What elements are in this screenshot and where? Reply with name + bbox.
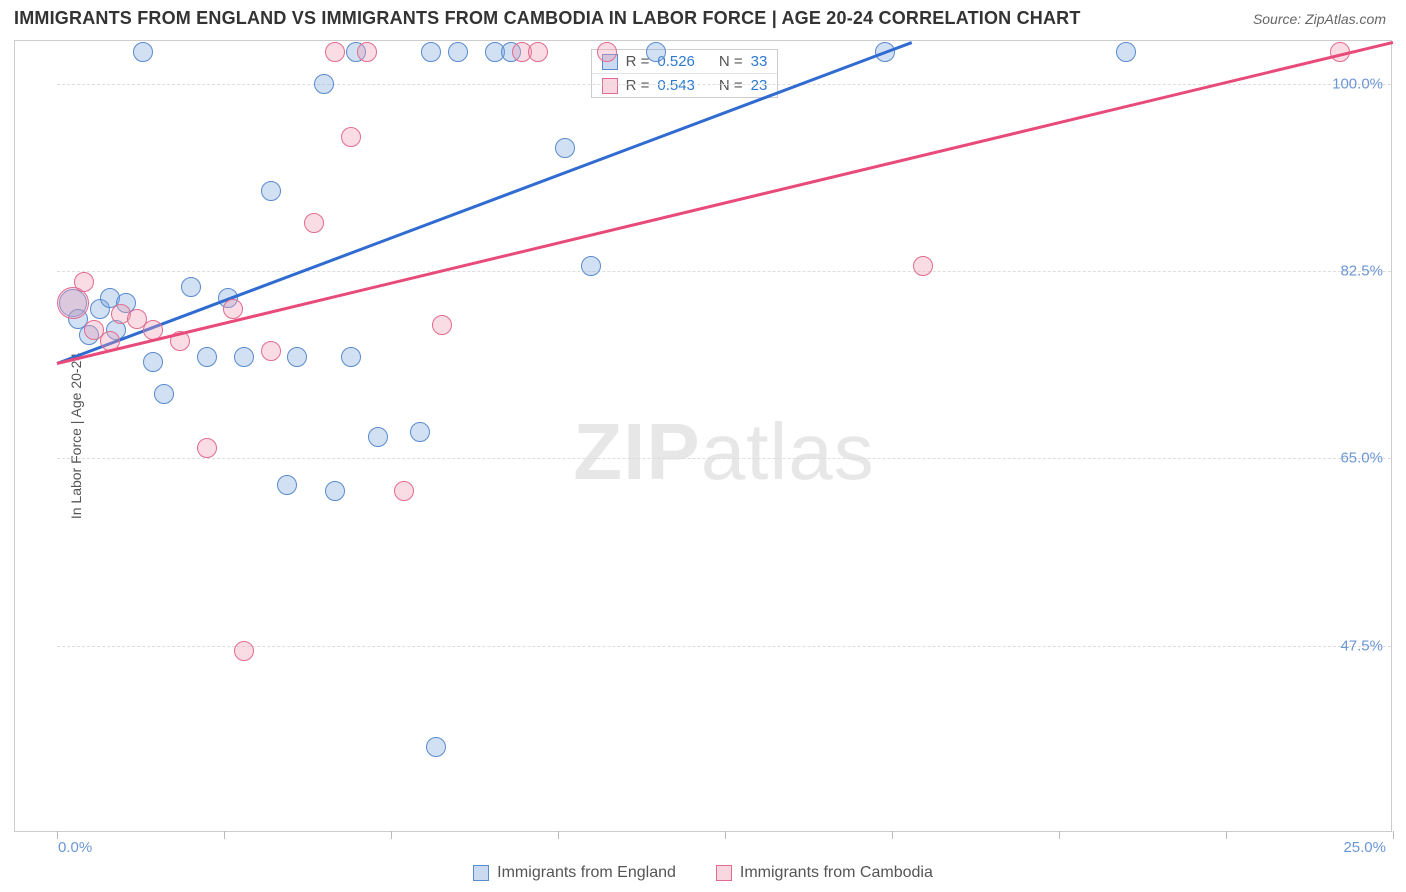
scatter-point [394,481,414,501]
scatter-point [913,256,933,276]
correlation-legend: R =0.526N =33R =0.543N =23 [591,49,779,98]
legend-r-value: 0.543 [657,77,695,94]
x-tick [558,831,559,839]
scatter-point [277,475,297,495]
scatter-point [528,42,548,62]
chart-area: In Labor Force | Age 20-24 ZIPatlas R =0… [14,40,1392,832]
scatter-point [154,384,174,404]
scatter-point [133,42,153,62]
y-tick-label: 100.0% [1332,75,1383,92]
x-axis-max-label: 25.0% [1343,839,1386,856]
scatter-point [74,272,94,292]
legend-swatch [602,78,618,94]
scatter-point [314,74,334,94]
scatter-point [597,42,617,62]
source-attribution: Source: ZipAtlas.com [1253,11,1386,27]
legend-n-value: 23 [751,77,768,94]
scatter-point [325,481,345,501]
legend-swatch [716,865,732,881]
x-tick [224,831,225,839]
watermark: ZIPatlas [573,406,874,498]
legend-row: R = 0.543 N = 23 [592,73,778,97]
y-tick-label: 47.5% [1340,637,1383,654]
scatter-point [432,315,452,335]
scatter-point [304,213,324,233]
legend-row: R =0.526N =33 [592,50,778,73]
legend-item: Immigrants from England [473,864,676,882]
scatter-point [234,347,254,367]
chart-title: IMMIGRANTS FROM ENGLAND VS IMMIGRANTS FR… [14,8,1081,29]
trend-line [56,41,912,365]
scatter-point [234,641,254,661]
legend-item: Immigrants from Cambodia [716,864,933,882]
scatter-point [325,42,345,62]
grid-line [57,84,1391,85]
scatter-point [197,438,217,458]
scatter-point [181,277,201,297]
scatter-point [261,181,281,201]
y-tick-label: 82.5% [1340,263,1383,280]
plot-region: ZIPatlas R =0.526N =33R =0.543N =23 47.5… [57,41,1391,831]
x-tick [1059,831,1060,839]
legend-series-name: Immigrants from Cambodia [740,864,933,882]
x-tick [725,831,726,839]
scatter-point [421,42,441,62]
scatter-point [287,347,307,367]
scatter-point [368,427,388,447]
scatter-point [448,42,468,62]
scatter-point [646,42,666,62]
scatter-point [341,127,361,147]
grid-line [57,458,1391,459]
grid-line [57,646,1391,647]
scatter-point [410,422,430,442]
x-tick [391,831,392,839]
y-tick-label: 65.0% [1340,450,1383,467]
legend-n-value: 33 [751,53,768,70]
scatter-point [197,347,217,367]
scatter-point [223,299,243,319]
scatter-point [1116,42,1136,62]
scatter-point [57,287,89,319]
scatter-point [357,42,377,62]
scatter-point [261,341,281,361]
scatter-point [555,138,575,158]
x-tick [1226,831,1227,839]
legend-swatch [473,865,489,881]
x-axis-min-label: 0.0% [58,839,92,856]
x-tick [892,831,893,839]
scatter-point [581,256,601,276]
legend-n-label: N = [719,53,743,70]
x-tick [1393,831,1394,839]
grid-line [57,271,1391,272]
scatter-point [341,347,361,367]
series-legend: Immigrants from England Immigrants from C… [0,864,1406,882]
legend-series-name: Immigrants from England [497,864,676,882]
x-tick [57,831,58,839]
legend-n-label: N = [719,77,743,94]
legend-r-label: R = [626,77,650,94]
scatter-point [143,352,163,372]
scatter-point [426,737,446,757]
